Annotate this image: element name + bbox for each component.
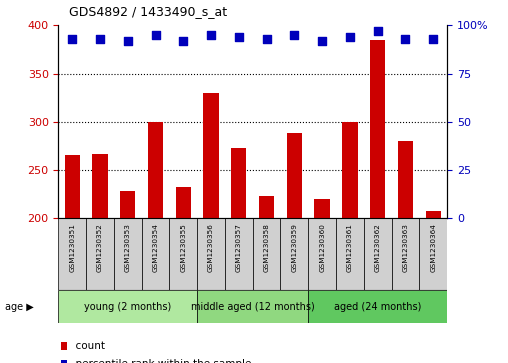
Text: count: count bbox=[69, 341, 105, 351]
Bar bbox=[259, 196, 274, 218]
Bar bbox=[114, 218, 142, 290]
Point bbox=[429, 36, 437, 42]
Bar bbox=[86, 218, 114, 290]
Bar bbox=[142, 218, 170, 290]
Text: GSM1230360: GSM1230360 bbox=[319, 224, 325, 273]
Bar bbox=[287, 133, 302, 218]
Text: GSM1230355: GSM1230355 bbox=[180, 224, 186, 273]
Text: percentile rank within the sample: percentile rank within the sample bbox=[69, 359, 251, 363]
Text: age ▶: age ▶ bbox=[5, 302, 34, 312]
Point bbox=[263, 36, 271, 42]
Bar bbox=[65, 155, 80, 218]
Bar bbox=[398, 141, 413, 218]
Text: GDS4892 / 1433490_s_at: GDS4892 / 1433490_s_at bbox=[69, 5, 227, 18]
Text: young (2 months): young (2 months) bbox=[84, 302, 171, 312]
Bar bbox=[231, 148, 246, 218]
Point bbox=[318, 38, 326, 44]
Point bbox=[373, 28, 382, 34]
Point bbox=[179, 38, 187, 44]
Bar bbox=[342, 122, 358, 218]
Bar bbox=[197, 290, 308, 323]
Point bbox=[96, 36, 104, 42]
Bar bbox=[120, 191, 136, 218]
Text: GSM1230354: GSM1230354 bbox=[152, 224, 158, 273]
Bar bbox=[197, 218, 225, 290]
Point bbox=[207, 32, 215, 38]
Bar bbox=[426, 211, 441, 218]
Point bbox=[290, 32, 298, 38]
Text: GSM1230361: GSM1230361 bbox=[347, 224, 353, 273]
Bar bbox=[314, 199, 330, 218]
Bar bbox=[92, 154, 108, 218]
Bar bbox=[308, 218, 336, 290]
Text: GSM1230363: GSM1230363 bbox=[402, 224, 408, 273]
Bar bbox=[370, 40, 385, 218]
Text: GSM1230362: GSM1230362 bbox=[374, 224, 380, 273]
Point bbox=[151, 32, 160, 38]
Text: GSM1230357: GSM1230357 bbox=[236, 224, 242, 273]
Point bbox=[124, 38, 132, 44]
Bar bbox=[170, 218, 197, 290]
Bar bbox=[364, 218, 392, 290]
Bar bbox=[176, 187, 191, 218]
Bar bbox=[58, 218, 86, 290]
Bar bbox=[392, 218, 419, 290]
Bar bbox=[253, 218, 280, 290]
Bar bbox=[419, 218, 447, 290]
Bar bbox=[308, 290, 447, 323]
Bar bbox=[336, 218, 364, 290]
Point bbox=[68, 36, 76, 42]
Point bbox=[401, 36, 409, 42]
Text: GSM1230353: GSM1230353 bbox=[125, 224, 131, 273]
Bar bbox=[58, 290, 197, 323]
Text: GSM1230356: GSM1230356 bbox=[208, 224, 214, 273]
Bar bbox=[280, 218, 308, 290]
Text: GSM1230359: GSM1230359 bbox=[292, 224, 297, 273]
Bar bbox=[225, 218, 253, 290]
Bar bbox=[204, 93, 219, 218]
Text: GSM1230358: GSM1230358 bbox=[264, 224, 270, 273]
Text: aged (24 months): aged (24 months) bbox=[334, 302, 421, 312]
Text: GSM1230352: GSM1230352 bbox=[97, 224, 103, 273]
Text: GSM1230364: GSM1230364 bbox=[430, 224, 436, 273]
Point bbox=[235, 34, 243, 40]
Bar bbox=[148, 122, 163, 218]
Text: GSM1230351: GSM1230351 bbox=[69, 224, 75, 273]
Point bbox=[346, 34, 354, 40]
Text: middle aged (12 months): middle aged (12 months) bbox=[191, 302, 314, 312]
